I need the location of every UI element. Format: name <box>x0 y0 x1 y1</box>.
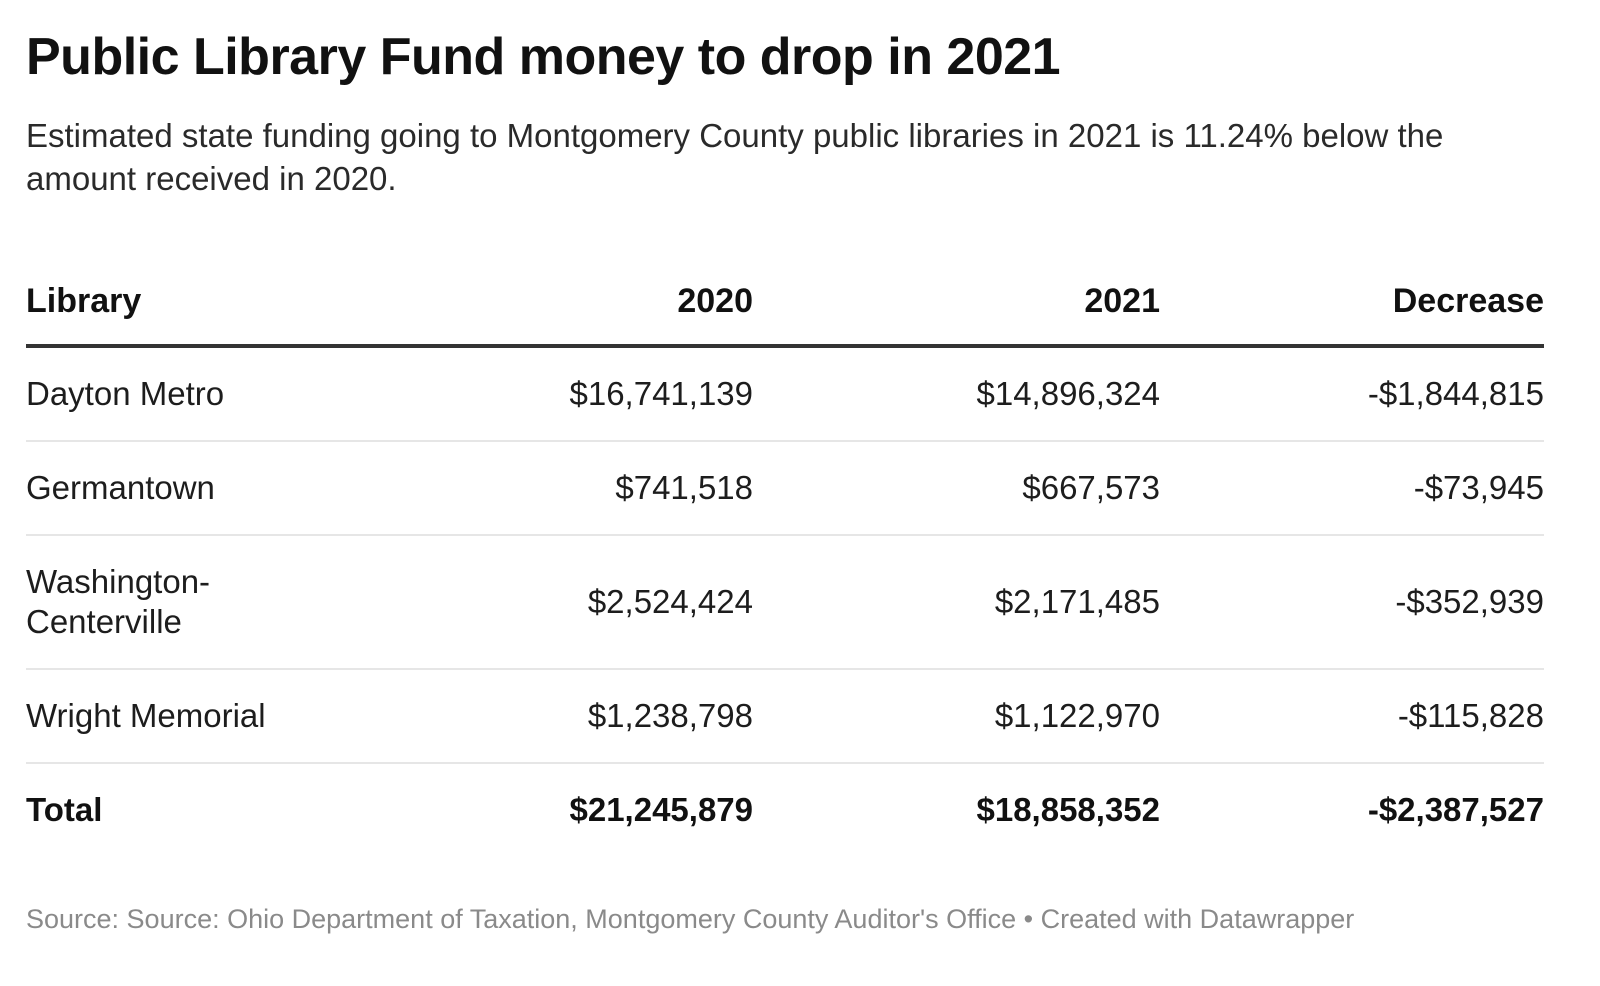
cell-total-2021: $18,858,352 <box>976 791 1160 828</box>
table-row: Germantown $741,518 $667,573 -$73,945 <box>26 441 1544 536</box>
column-header-2021[interactable]: 2021 <box>753 258 1160 348</box>
table-total-row: Total $21,245,879 $18,858,352 -$2,387,52… <box>26 763 1544 856</box>
table-header-row: Library 2020 2021 Decrease <box>26 258 1544 348</box>
cell-library: Dayton Metro <box>26 346 336 442</box>
cell-2021: $1,122,970 <box>753 669 1160 764</box>
cell-decrease: -$115,828 <box>1160 669 1544 764</box>
cell-2020: $1,238,798 <box>336 669 753 764</box>
chart-subtitle: Estimated state funding going to Montgom… <box>26 117 1444 197</box>
chart-title: Public Library Fund money to drop in 202… <box>26 28 1061 86</box>
chart-container: Public Library Fund money to drop in 202… <box>26 0 1544 986</box>
cell-decrease: -$73,945 <box>1160 441 1544 536</box>
cell-2021: $2,171,485 <box>753 535 1160 670</box>
table-row: Dayton Metro $16,741,139 $14,896,324 -$1… <box>26 346 1544 442</box>
cell-total-decrease: -$2,387,527 <box>1367 791 1544 828</box>
cell-total-label: Total <box>26 791 103 828</box>
cell-decrease: -$352,939 <box>1160 535 1544 670</box>
cell-decrease: -$1,844,815 <box>1160 346 1544 442</box>
source-note: Source: Source: Ohio Department of Taxat… <box>26 904 1355 934</box>
cell-library: Wright Memorial <box>26 669 336 764</box>
cell-2020: $16,741,139 <box>336 346 753 442</box>
column-header-library[interactable]: Library <box>26 258 336 348</box>
column-header-decrease[interactable]: Decrease <box>1160 258 1544 348</box>
cell-library: Germantown <box>26 441 336 536</box>
cell-total-2020: $21,245,879 <box>569 791 753 828</box>
cell-library: Washington-Centerville <box>26 535 336 670</box>
column-header-2020[interactable]: 2020 <box>336 258 753 348</box>
cell-2020: $2,524,424 <box>336 535 753 670</box>
cell-2021: $14,896,324 <box>753 346 1160 442</box>
table-row: Washington-Centerville $2,524,424 $2,171… <box>26 535 1544 670</box>
data-table: Library 2020 2021 Decrease Dayton Metro … <box>26 258 1544 856</box>
cell-2020: $741,518 <box>336 441 753 536</box>
table-row: Wright Memorial $1,238,798 $1,122,970 -$… <box>26 669 1544 764</box>
cell-2021: $667,573 <box>753 441 1160 536</box>
